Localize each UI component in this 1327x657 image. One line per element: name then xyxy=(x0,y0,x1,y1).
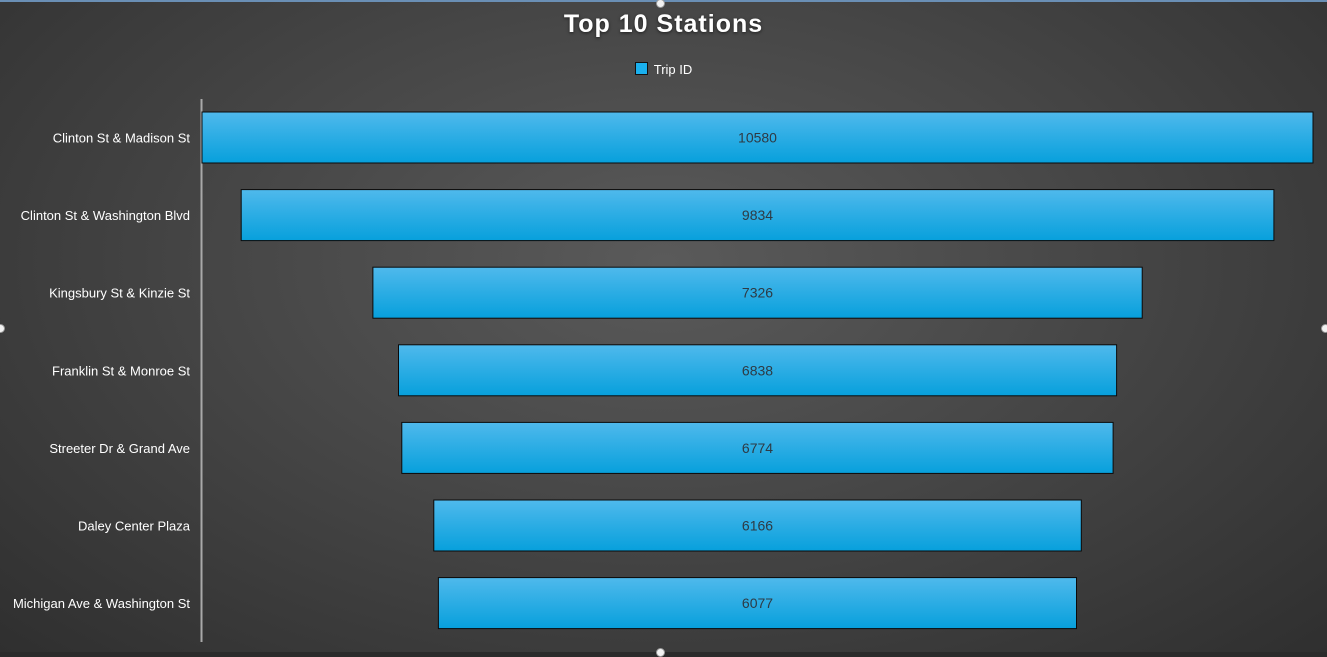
bar-1[interactable] xyxy=(201,111,1314,164)
legend[interactable]: Trip ID xyxy=(0,62,1327,77)
bar-2[interactable] xyxy=(240,189,1275,242)
bar-7[interactable] xyxy=(437,577,1077,630)
category-label-7: Michigan Ave & Washington St xyxy=(13,596,190,611)
resize-handle-top[interactable] xyxy=(656,0,665,8)
bar-3[interactable] xyxy=(372,266,1143,319)
category-label-4: Franklin St & Monroe St xyxy=(52,363,190,378)
legend-swatch xyxy=(634,62,648,75)
data-label-5: 6774 xyxy=(742,440,773,456)
data-label-4: 6838 xyxy=(742,362,773,378)
data-label-1: 10580 xyxy=(738,130,777,146)
bar-5[interactable] xyxy=(401,421,1114,474)
category-label-5: Streeter Dr & Grand Ave xyxy=(49,441,190,456)
category-label-6: Daley Center Plaza xyxy=(78,519,191,534)
bar-4[interactable] xyxy=(398,344,1118,397)
data-label-7: 6077 xyxy=(742,595,773,611)
category-label-2: Clinton St & Washington Blvd xyxy=(21,208,190,223)
resize-handle-left[interactable] xyxy=(0,324,5,333)
data-label-3: 7326 xyxy=(742,285,773,301)
data-label-2: 9834 xyxy=(742,207,773,223)
chart-title: Top 10 Stations xyxy=(563,10,764,38)
resize-handle-right[interactable] xyxy=(1321,324,1327,333)
category-label-3: Kingsbury St & Kinzie St xyxy=(49,286,190,301)
data-label-6: 6166 xyxy=(742,518,773,534)
category-label-1: Clinton St & Madison St xyxy=(53,131,191,146)
legend-label: Trip ID xyxy=(653,62,693,77)
bar-6[interactable] xyxy=(433,499,1082,552)
